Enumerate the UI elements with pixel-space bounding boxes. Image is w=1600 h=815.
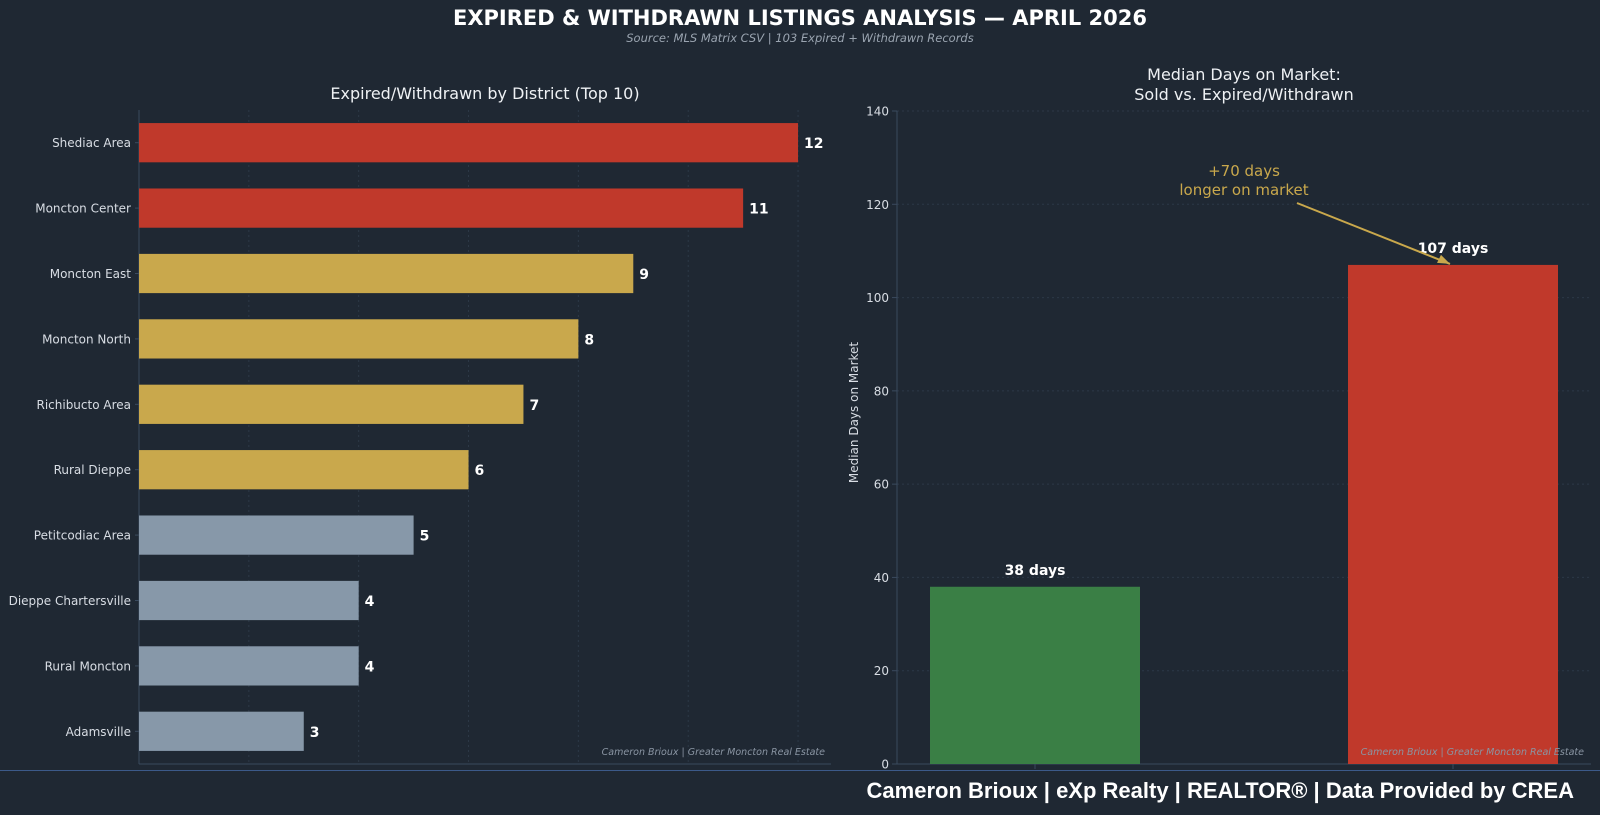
bar-value-label: 7 bbox=[529, 398, 539, 414]
right-chart-title-line: Median Days on Market: bbox=[1147, 65, 1341, 84]
y-tick-label: Richibucto Area bbox=[36, 398, 131, 412]
bar-dieppe-chartersville bbox=[139, 580, 359, 621]
bar-richibucto-area bbox=[139, 384, 524, 424]
y-tick-label: Moncton East bbox=[50, 267, 132, 281]
y-tick-label: 60 bbox=[874, 478, 889, 492]
bar-expired-withdrawn bbox=[1348, 264, 1558, 764]
y-tick-label: Moncton North bbox=[42, 332, 131, 346]
y-tick-label: Moncton Center bbox=[35, 202, 131, 216]
annotation-arrowhead bbox=[1437, 254, 1450, 264]
y-tick-label: Dieppe Chartersville bbox=[9, 594, 131, 608]
annotation-arrow bbox=[1296, 202, 1451, 265]
bar-sold bbox=[930, 586, 1140, 764]
bar-moncton-east bbox=[139, 253, 634, 294]
y-tick-label: 80 bbox=[874, 384, 889, 398]
bar-value-label: 3 bbox=[310, 725, 320, 741]
annotation-text-line: longer on market bbox=[1179, 181, 1308, 199]
y-tick-label: Petitcodiac Area bbox=[34, 529, 131, 543]
y-tick-label: 140 bbox=[866, 105, 889, 119]
y-tick-label: 20 bbox=[874, 664, 889, 678]
bar-adamsville bbox=[139, 711, 304, 751]
y-tick-label: Rural Dieppe bbox=[54, 463, 131, 477]
bar-moncton-center bbox=[139, 188, 744, 228]
footer-divider bbox=[0, 770, 1600, 771]
bar-value-label: 9 bbox=[639, 267, 649, 283]
right-chart-title-line: Sold vs. Expired/Withdrawn bbox=[1134, 85, 1354, 104]
bar-rural-dieppe bbox=[139, 450, 469, 490]
annotation-text-line: +70 days bbox=[1208, 162, 1280, 180]
y-tick-label: Adamsville bbox=[66, 725, 131, 739]
y-tick-label: 100 bbox=[866, 291, 889, 305]
bar-value-label: 8 bbox=[584, 332, 594, 348]
bar-value-label: 12 bbox=[804, 136, 823, 152]
bar-moncton-north bbox=[139, 319, 579, 359]
y-tick-label: 120 bbox=[866, 198, 889, 212]
page-subtitle: Source: MLS Matrix CSV | 103 Expired + W… bbox=[626, 31, 974, 45]
bar-value-label: 4 bbox=[365, 659, 375, 675]
page-title: EXPIRED & WITHDRAWN LISTINGS ANALYSIS — … bbox=[452, 6, 1147, 30]
y-tick-label: Shediac Area bbox=[52, 136, 131, 150]
bar-value-label: 4 bbox=[365, 594, 375, 610]
y-axis-label: Median Days on Market bbox=[847, 342, 861, 484]
watermark-left: Cameron Brioux | Greater Moncton Real Es… bbox=[602, 747, 825, 758]
district-bar-chart: Expired/Withdrawn by District (Top 10) Sh… bbox=[9, 84, 831, 765]
bar-shediac-area bbox=[139, 123, 799, 163]
y-tick-label: 0 bbox=[881, 758, 889, 771]
watermark-right: Cameron Brioux | Greater Moncton Real Es… bbox=[1361, 747, 1584, 758]
bar-petitcodiac-area bbox=[139, 515, 414, 555]
days-on-market-chart: Median Days on Market:Sold vs. Expired/W… bbox=[847, 65, 1591, 771]
bar-value-label: 38 days bbox=[1005, 563, 1066, 579]
bar-value-label: 5 bbox=[420, 529, 430, 545]
bar-value-label: 6 bbox=[475, 463, 485, 479]
y-tick-label: Rural Moncton bbox=[45, 659, 131, 673]
bar-value-label: 11 bbox=[749, 202, 768, 218]
bar-rural-moncton bbox=[139, 646, 359, 686]
left-chart-title: Expired/Withdrawn by District (Top 10) bbox=[330, 84, 639, 103]
footer-credits: Cameron Brioux | eXp Realty | REALTOR® |… bbox=[866, 778, 1574, 803]
bar-value-label: 107 days bbox=[1418, 241, 1489, 257]
y-tick-label: 40 bbox=[874, 571, 889, 585]
